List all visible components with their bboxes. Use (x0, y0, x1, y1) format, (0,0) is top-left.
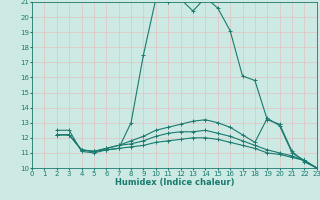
X-axis label: Humidex (Indice chaleur): Humidex (Indice chaleur) (115, 178, 234, 187)
